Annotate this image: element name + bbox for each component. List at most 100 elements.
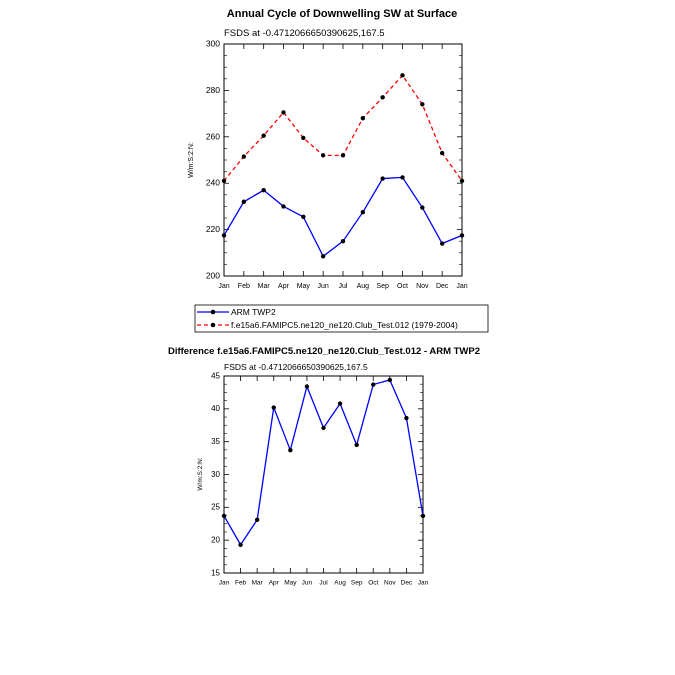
series-point bbox=[238, 542, 243, 547]
chart-subtitle: FSDS at -0.4712066650390625,167.5 bbox=[224, 28, 385, 39]
series-point bbox=[459, 178, 465, 184]
x-tick-label: Dec bbox=[401, 580, 413, 587]
legend: ARM TWP2 f.e15a6.FAMIPC5.ne120_ne120.Clu… bbox=[194, 304, 489, 333]
series-point bbox=[221, 513, 227, 519]
y-tick-label: 220 bbox=[206, 224, 220, 234]
y-tick-label: 30 bbox=[211, 470, 220, 479]
series-point bbox=[354, 442, 359, 448]
series-point bbox=[301, 214, 306, 220]
legend-marker-arm bbox=[210, 309, 216, 315]
series-point bbox=[241, 199, 247, 204]
series-point bbox=[304, 384, 310, 389]
y-tick-label: 200 bbox=[206, 270, 220, 280]
series-point bbox=[380, 176, 385, 181]
series-point bbox=[360, 210, 366, 215]
series-point bbox=[420, 513, 426, 519]
difference-chart: Difference f.e15a6.FAMIPC5.ne120_ne120.C… bbox=[168, 346, 480, 587]
x-tick-label: Apr bbox=[278, 283, 290, 290]
y-axis-label: W/m:S:2:N: bbox=[197, 457, 204, 490]
series-point bbox=[459, 233, 465, 238]
series-line-1 bbox=[223, 74, 463, 182]
x-tick-label: Feb bbox=[235, 580, 247, 587]
y-tick-label: 300 bbox=[206, 38, 220, 48]
series-point bbox=[320, 254, 326, 259]
x-tick-label: Jan bbox=[218, 283, 229, 290]
series-point bbox=[288, 448, 293, 453]
series-point bbox=[420, 102, 425, 107]
x-tick-label: Aug bbox=[357, 283, 370, 290]
y-axis-label: W/m:S:2:N: bbox=[188, 142, 195, 178]
x-tick-label: Jun bbox=[302, 580, 313, 587]
x-tick-label: Jan bbox=[219, 580, 230, 587]
series-point bbox=[439, 241, 445, 246]
chart-subtitle: FSDS at -0.4712066650390625,167.5 bbox=[224, 362, 368, 372]
y-tick-label: 240 bbox=[206, 178, 220, 188]
x-tick-label: Jul bbox=[339, 283, 348, 290]
series-point bbox=[404, 415, 409, 421]
x-tick-label: Jan bbox=[456, 283, 467, 290]
y-tick-label: 20 bbox=[211, 535, 220, 544]
y-tick-label: 280 bbox=[206, 85, 220, 95]
x-tick-label: Mar bbox=[258, 283, 271, 290]
y-tick-label: 260 bbox=[206, 131, 220, 141]
series-point bbox=[400, 175, 405, 180]
x-tick-label: May bbox=[297, 283, 311, 290]
series-point bbox=[340, 153, 346, 158]
series-point bbox=[400, 73, 405, 78]
x-tick-label: May bbox=[284, 580, 297, 587]
series-point bbox=[340, 239, 346, 244]
series-point bbox=[439, 150, 445, 156]
y-tick-label: 35 bbox=[211, 437, 220, 446]
series-point bbox=[261, 187, 266, 193]
series-point bbox=[221, 178, 227, 184]
legend-label-arm: ARM TWP2 bbox=[231, 307, 276, 317]
x-tick-label: Mar bbox=[252, 580, 264, 587]
series-point bbox=[320, 153, 326, 158]
axes: Jan Feb Mar Apr May Jun Jul Aug Sep Oct Nov Dec Jan 2… bbox=[206, 38, 468, 290]
legend-label-model: f.e15a6.FAMIPC5.ne120_ne120.Club_Test.01… bbox=[231, 320, 458, 330]
x-tick-label: Nov bbox=[384, 580, 396, 587]
y-tick-label: 25 bbox=[211, 503, 220, 512]
chart-title: Annual Cycle of Downwelling SW at Surfac… bbox=[227, 8, 457, 20]
x-tick-label: Feb bbox=[238, 283, 250, 290]
chart-title: Difference f.e15a6.FAMIPC5.ne120_ne120.C… bbox=[168, 346, 480, 357]
x-tick-label: Dec bbox=[436, 283, 449, 290]
x-tick-label: Jan bbox=[418, 580, 429, 587]
x-tick-label: Jul bbox=[319, 580, 328, 587]
series-point bbox=[271, 405, 276, 410]
x-tick-label: Jun bbox=[318, 283, 329, 290]
series-point bbox=[380, 95, 385, 100]
series-point bbox=[321, 425, 326, 431]
y-tick-label: 45 bbox=[211, 371, 220, 380]
x-tick-label: Sep bbox=[376, 283, 389, 290]
series-point bbox=[360, 116, 366, 121]
x-tick-label: Nov bbox=[416, 283, 429, 290]
series-group bbox=[221, 377, 426, 547]
axes: Jan Feb Mar Apr May Jun Jul Aug Sep Oct Nov Dec Jan 1… bbox=[211, 371, 429, 586]
series-point bbox=[241, 154, 247, 159]
annual-cycle-chart: Annual Cycle of Downwelling SW at Surfac… bbox=[188, 8, 489, 333]
series-point bbox=[387, 377, 393, 383]
series-point bbox=[261, 133, 266, 138]
series-group bbox=[221, 73, 465, 259]
x-tick-label: Aug bbox=[334, 580, 346, 587]
plot-frame bbox=[223, 375, 424, 574]
x-tick-label: Apr bbox=[269, 580, 280, 587]
series-point bbox=[254, 517, 260, 523]
x-tick-label: Sep bbox=[351, 580, 363, 587]
y-tick-label: 40 bbox=[211, 404, 220, 413]
series-point bbox=[371, 382, 376, 387]
series-point bbox=[337, 401, 343, 406]
series-line-0 bbox=[223, 176, 463, 258]
x-tick-label: Oct bbox=[368, 580, 378, 587]
y-tick-label: 15 bbox=[211, 568, 220, 577]
x-tick-label: Oct bbox=[397, 283, 408, 290]
legend-marker-model bbox=[210, 322, 216, 328]
series-point bbox=[420, 205, 425, 210]
series-point bbox=[281, 204, 286, 209]
series-line-0 bbox=[223, 379, 424, 546]
series-point bbox=[301, 135, 306, 141]
legend-frame bbox=[194, 304, 489, 333]
series-point bbox=[221, 233, 227, 238]
